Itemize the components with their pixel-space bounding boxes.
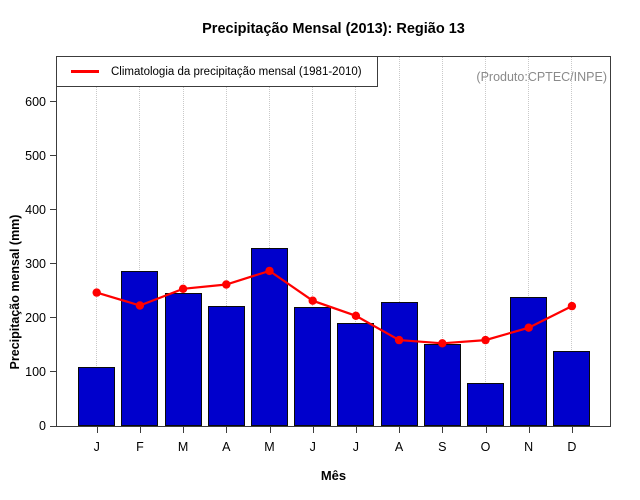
- climatology-point: [308, 296, 317, 305]
- y-axis-title: Precipitação mensal (mm): [8, 214, 22, 370]
- y-axis-tick-label: 600: [25, 94, 46, 109]
- legend-label: Climatologia da precipitação mensal (198…: [111, 65, 362, 78]
- climatology-line: [92, 266, 577, 348]
- gridline: [441, 57, 443, 426]
- bar: [553, 350, 591, 426]
- x-axis-tick-label: N: [524, 440, 534, 454]
- bar: [380, 302, 418, 426]
- x-axis-title: Mês: [320, 468, 347, 483]
- y-axis-tick-label: 0: [39, 419, 46, 433]
- gridline: [312, 57, 314, 426]
- x-axis-tick: [96, 427, 98, 433]
- gridline: [269, 57, 270, 426]
- y-axis-tick: [50, 209, 57, 211]
- x-axis-tick-label: J: [93, 440, 100, 454]
- climatology-point: [567, 301, 577, 311]
- y-axis-tick-label: 300: [25, 256, 46, 271]
- climatology-point: [524, 323, 533, 332]
- x-axis-tick: [226, 427, 228, 433]
- y-axis-tick-label: 100: [25, 364, 46, 379]
- y-axis-tick: [50, 101, 57, 103]
- x-axis-tick: [528, 427, 530, 433]
- x-axis-tick-label: O: [480, 440, 491, 454]
- x-axis-tick-label: A: [222, 440, 231, 454]
- bar: [510, 296, 548, 426]
- gridline: [528, 57, 530, 426]
- x-axis-tick: [571, 427, 573, 433]
- bar: [423, 344, 461, 426]
- x-axis-tick: [312, 427, 314, 433]
- gridline: [355, 57, 357, 426]
- y-axis-tick-label: 400: [25, 202, 46, 217]
- climatology-point: [265, 266, 274, 276]
- bar: [467, 382, 504, 426]
- gridline: [571, 57, 573, 426]
- x-axis-tick-label: M: [177, 440, 189, 454]
- y-axis-tick: [50, 425, 57, 427]
- climatology-point: [92, 288, 101, 297]
- x-axis-tick: [269, 427, 271, 433]
- gridline: [398, 57, 400, 426]
- y-axis-tick: [50, 371, 57, 373]
- y-axis-tick: [50, 263, 57, 265]
- x-axis-tick-label: S: [438, 440, 447, 454]
- bar: [251, 247, 288, 426]
- gridline: [139, 57, 141, 426]
- y-axis-tick-label: 500: [25, 148, 46, 163]
- plot-area: Climatologia da precipitação mensal (198…: [56, 56, 611, 427]
- x-axis-tick-label: J: [352, 440, 360, 454]
- x-axis-tick-label: A: [394, 440, 404, 454]
- bar: [78, 366, 116, 426]
- legend-line-swatch: [71, 70, 99, 73]
- bar: [207, 306, 245, 426]
- x-axis-tick: [442, 427, 444, 433]
- gridline: [225, 57, 227, 426]
- climatology-point: [394, 335, 404, 345]
- gridline: [96, 57, 98, 426]
- x-axis-tick: [355, 427, 357, 433]
- climatology-point: [438, 339, 447, 348]
- bar: [337, 322, 375, 426]
- y-axis-tick-label: 200: [25, 310, 46, 325]
- gridline: [485, 57, 486, 426]
- climatology-point: [135, 301, 145, 310]
- gridline: [182, 57, 184, 426]
- x-axis-tick-label: D: [567, 440, 577, 454]
- climatology-point: [481, 335, 490, 345]
- x-axis-tick: [485, 427, 487, 433]
- chart-title: Precipitação Mensal (2013): Região 13: [202, 21, 465, 37]
- x-axis-tick-label: J: [309, 440, 316, 454]
- x-axis-tick: [139, 427, 141, 433]
- x-axis-tick: [183, 427, 185, 433]
- y-axis-tick: [50, 317, 57, 319]
- y-axis-tick: [50, 155, 57, 157]
- bar: [294, 307, 332, 426]
- climatology-point: [222, 280, 231, 289]
- bar: [121, 270, 159, 426]
- x-axis-tick: [399, 427, 401, 433]
- bar: [164, 292, 202, 426]
- produto-annotation: (Produto:CPTEC/INPE): [476, 70, 607, 84]
- legend: Climatologia da precipitação mensal (198…: [56, 56, 378, 87]
- climatology-point: [178, 284, 188, 293]
- x-axis-tick-label: F: [136, 440, 144, 454]
- climatology-point: [351, 311, 361, 320]
- x-axis-tick-label: M: [264, 440, 275, 454]
